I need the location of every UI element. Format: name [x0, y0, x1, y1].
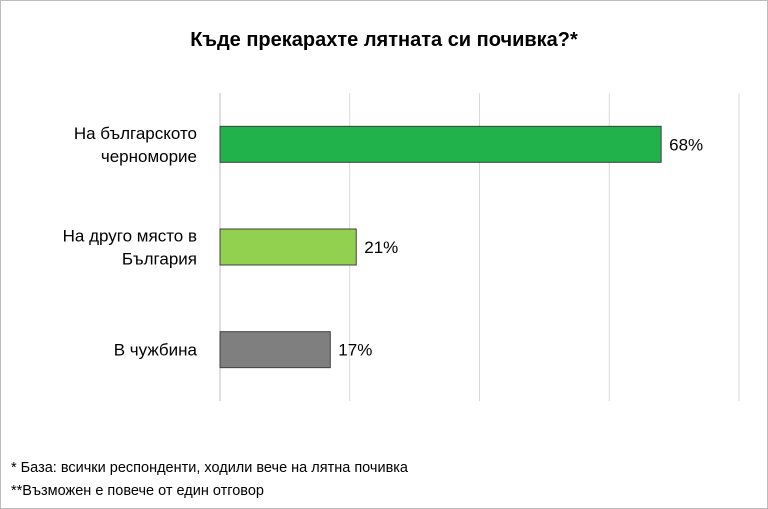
bar: [219, 125, 662, 163]
data-label: 21%: [364, 238, 398, 257]
bar: [219, 228, 357, 266]
footnote-base: * База: всички респонденти, ходили вече …: [11, 460, 408, 476]
category-label-line: черноморие: [101, 147, 197, 166]
category-label-line: На друго място в: [63, 227, 197, 246]
category-label-line: В чужбина: [114, 341, 198, 360]
category-label-line: България: [122, 250, 197, 269]
category-label: На друго място в България: [63, 227, 197, 269]
category-label: В чужбина: [114, 341, 198, 360]
category-label-line: На българското: [74, 124, 197, 143]
footnotes: * База: всички респонденти, ходили вече …: [11, 457, 408, 503]
data-label: 68%: [669, 135, 703, 154]
footnote-multiple: **Възможен е повече от един отговор: [11, 483, 264, 499]
chart-title: Къде прекарахте лятната си почивка?*: [190, 29, 578, 51]
category-label: На българското черноморие: [74, 124, 197, 166]
bar: [219, 331, 331, 369]
data-label: 17%: [338, 341, 372, 360]
